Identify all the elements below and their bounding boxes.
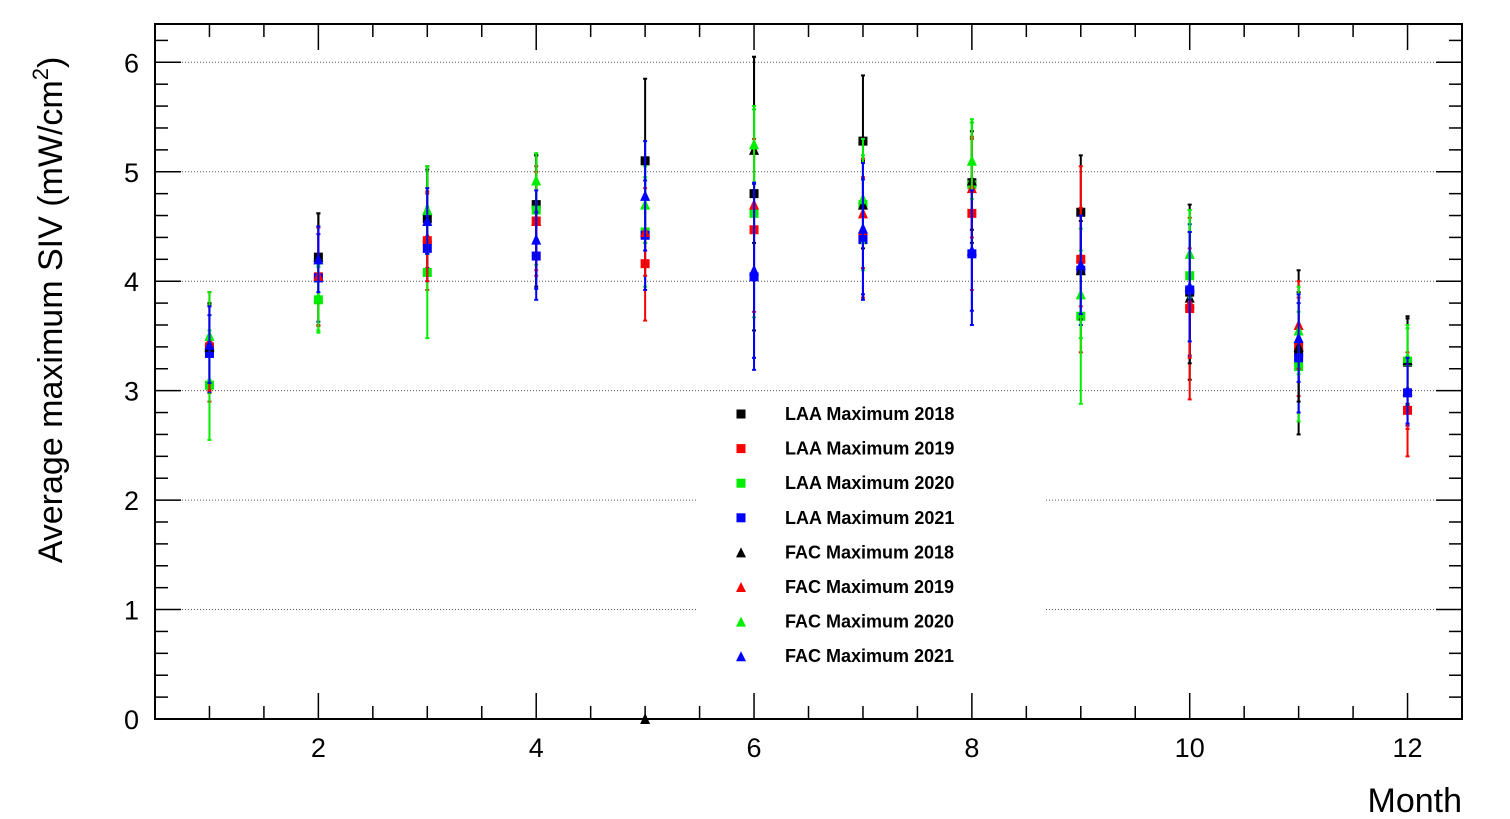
y-tick-label: 0 (124, 705, 139, 735)
data-point (531, 174, 542, 186)
x-axis-title: Month (1368, 782, 1463, 819)
legend-marker (736, 409, 746, 419)
grid-layer (155, 61, 1462, 611)
x-tick-label: 8 (964, 733, 979, 763)
series-fac-maximum-2021 (204, 140, 1413, 425)
legend-label: LAA Maximum 2019 (785, 439, 954, 459)
legend-label: LAA Maximum 2020 (785, 473, 954, 493)
legend-label: LAA Maximum 2018 (785, 404, 954, 424)
legend-marker (736, 444, 746, 454)
legend-label: FAC Maximum 2018 (785, 542, 954, 562)
legend-label: FAC Maximum 2021 (785, 646, 954, 666)
data-layer (204, 55, 1413, 724)
data-point (966, 154, 977, 166)
data-point (857, 222, 868, 234)
y-axis-title-main: Average maximum SIV (mW/cm (32, 80, 70, 563)
data-point (966, 244, 977, 256)
data-point (313, 253, 324, 265)
x-tick-label: 4 (529, 733, 544, 763)
data-point (749, 138, 760, 150)
x-tick-label: 12 (1393, 733, 1423, 763)
x-tick-label: 2 (311, 733, 326, 763)
data-point (1184, 280, 1195, 292)
y-tick-label: 2 (124, 486, 139, 516)
legend-label: FAC Maximum 2019 (785, 577, 954, 597)
y-axis-title-close: ) (32, 57, 70, 68)
y-tick-label: 3 (124, 377, 139, 407)
legend-label: LAA Maximum 2021 (785, 508, 954, 528)
legend-marker (736, 582, 746, 592)
legend: LAA Maximum 2018 LAA Maximum 2019 LAA Maxi… (697, 393, 1045, 686)
legend-label: FAC Maximum 2020 (785, 612, 954, 632)
y-tick-label: 6 (124, 48, 139, 78)
data-point (422, 215, 433, 227)
legend-marker (736, 651, 746, 662)
data-point (313, 291, 324, 303)
y-tick-label: 1 (124, 596, 139, 626)
data-point (531, 233, 542, 245)
legend-box (697, 393, 1045, 686)
y-axis-title-sup: 2 (28, 68, 53, 80)
data-point (1075, 258, 1086, 270)
data-point (749, 264, 760, 276)
x-tick-label: 10 (1175, 733, 1205, 763)
y-tick-label: 4 (124, 267, 139, 297)
data-point (204, 338, 215, 350)
data-point (1293, 332, 1304, 344)
legend-marker (736, 513, 746, 523)
data-point (1402, 384, 1413, 396)
legend-marker (736, 616, 746, 627)
y-axis-title: Average maximum SIV (mW/cm2) (28, 57, 70, 564)
legend-marker (736, 547, 746, 558)
data-point (640, 189, 651, 201)
y-tick-label: 5 (124, 158, 139, 188)
x-tick-label: 6 (747, 733, 762, 763)
legend-marker (736, 478, 746, 488)
